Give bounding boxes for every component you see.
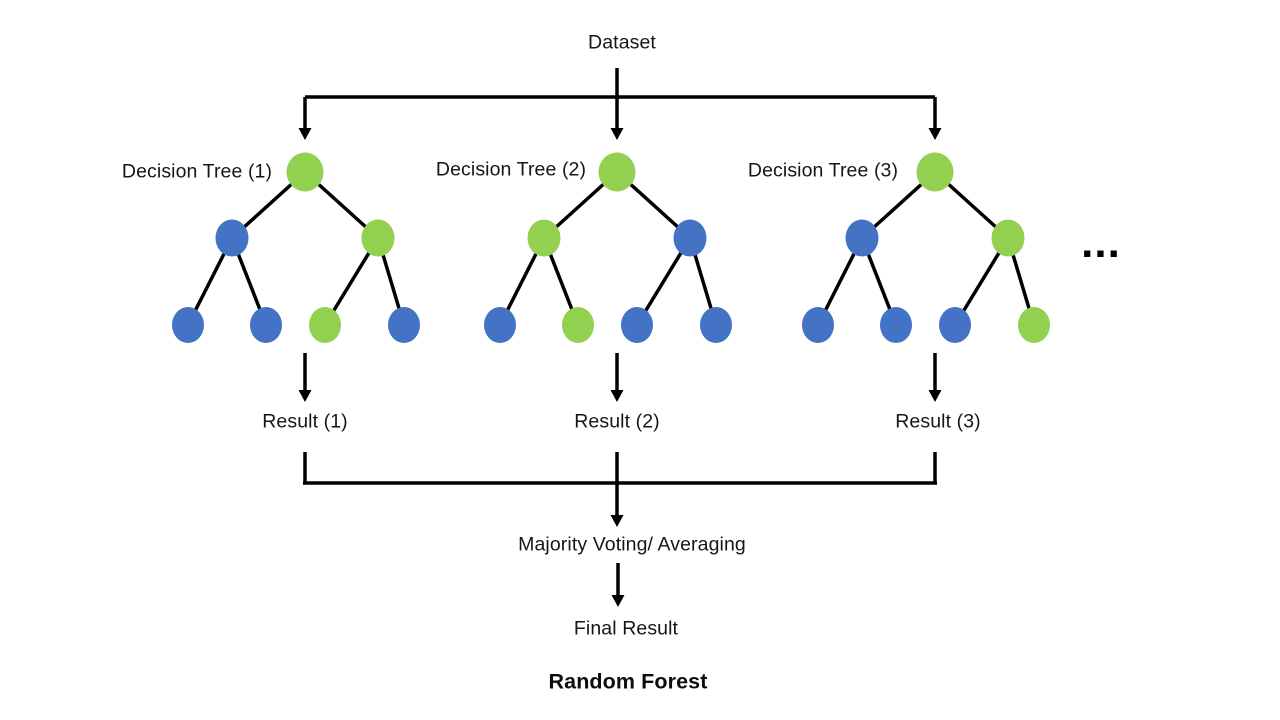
final-result-label: Final Result	[573, 617, 679, 640]
tree-1-leaf-node	[250, 307, 282, 343]
tree-1-leaf-node	[388, 307, 420, 343]
tree-1-child-node	[361, 219, 395, 257]
tree-2-child-node	[527, 219, 561, 257]
tree-1-leaf-node	[172, 307, 204, 343]
tree-2-leaf-node	[484, 307, 516, 343]
tree-3-leaf-node	[1018, 307, 1050, 343]
tree-1-child-node	[215, 219, 249, 257]
fanout-arrow-left-head	[298, 128, 312, 140]
tree-3-leaf-node	[802, 307, 834, 343]
tree-2-child-node	[673, 219, 707, 257]
aggregate-arrow-head	[610, 515, 624, 527]
tree-3-leaf-node	[939, 307, 971, 343]
dataset-label: Dataset	[588, 31, 656, 54]
diagram-title: Random Forest	[548, 669, 708, 694]
tree-1-label: Decision Tree (1)	[121, 160, 273, 183]
result-arrow-1-head	[298, 390, 312, 402]
result-3-label: Result (3)	[895, 410, 981, 433]
dataset-arrow-head	[610, 128, 624, 140]
majority-voting-label: Majority Voting/ Averaging	[518, 533, 746, 556]
tree-2-leaf-node	[562, 307, 594, 343]
more-trees-ellipsis: ...	[1081, 218, 1121, 267]
tree-3-label: Decision Tree (3)	[747, 159, 899, 182]
tree-2-root-node	[598, 152, 636, 192]
final-arrow-head	[611, 595, 625, 607]
tree-3-leaf-node	[880, 307, 912, 343]
tree-1-root-node	[286, 152, 324, 192]
tree-1-leaf-node	[309, 307, 341, 343]
tree-2-leaf-node	[621, 307, 653, 343]
tree-2-leaf-node	[700, 307, 732, 343]
tree-3-child-node	[845, 219, 879, 257]
result-arrow-3-head	[928, 390, 942, 402]
tree-2-label: Decision Tree (2)	[435, 158, 587, 181]
result-2-label: Result (2)	[574, 410, 660, 433]
fanout-arrow-right-head	[928, 128, 942, 140]
result-arrow-2-head	[610, 390, 624, 402]
tree-3-child-node	[991, 219, 1025, 257]
tree-3-root-node	[916, 152, 954, 192]
result-1-label: Result (1)	[262, 410, 348, 433]
